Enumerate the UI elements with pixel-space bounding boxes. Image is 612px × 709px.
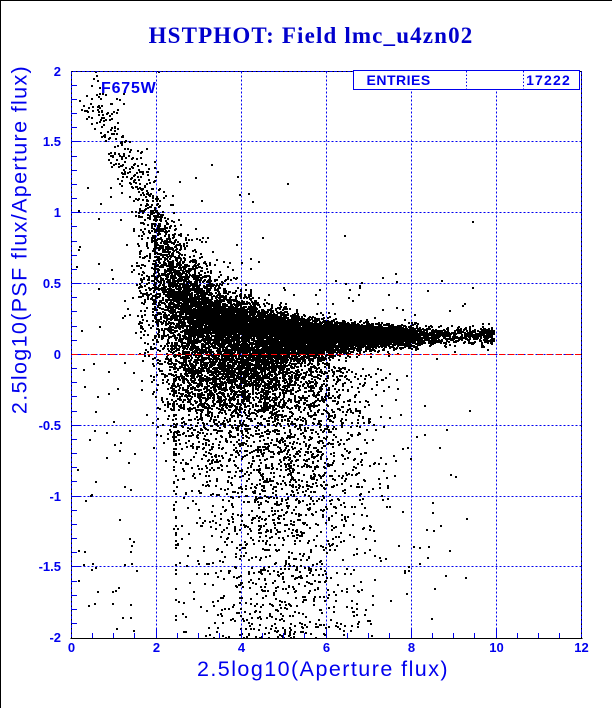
svg-text:HSTPHOT: Field lmc_u4zn02: HSTPHOT: Field lmc_u4zn02 <box>149 23 474 48</box>
svg-text:12: 12 <box>574 640 588 655</box>
svg-text:-0.5: -0.5 <box>39 418 61 433</box>
svg-text:17222: 17222 <box>526 72 571 88</box>
svg-text:0: 0 <box>54 347 61 362</box>
svg-text:8: 8 <box>408 640 415 655</box>
svg-text:-1.5: -1.5 <box>39 559 61 574</box>
svg-text:2: 2 <box>54 64 61 79</box>
svg-text:-1: -1 <box>49 489 61 504</box>
svg-text:F675W: F675W <box>101 80 157 97</box>
svg-text:0.5: 0.5 <box>43 276 61 291</box>
svg-text:2.5log10(PSF flux/Aperture flu: 2.5log10(PSF flux/Aperture flux) <box>8 65 32 414</box>
svg-text:6: 6 <box>323 640 330 655</box>
svg-text:0: 0 <box>68 640 75 655</box>
svg-text:1.5: 1.5 <box>43 134 61 149</box>
svg-text:4: 4 <box>238 640 246 655</box>
svg-text:ENTRIES: ENTRIES <box>367 72 431 88</box>
svg-text:10: 10 <box>489 640 503 655</box>
svg-text:-2: -2 <box>49 630 61 645</box>
svg-text:2: 2 <box>153 640 160 655</box>
svg-text:1: 1 <box>54 205 61 220</box>
svg-text:2.5log10(Aperture flux): 2.5log10(Aperture flux) <box>197 657 449 681</box>
